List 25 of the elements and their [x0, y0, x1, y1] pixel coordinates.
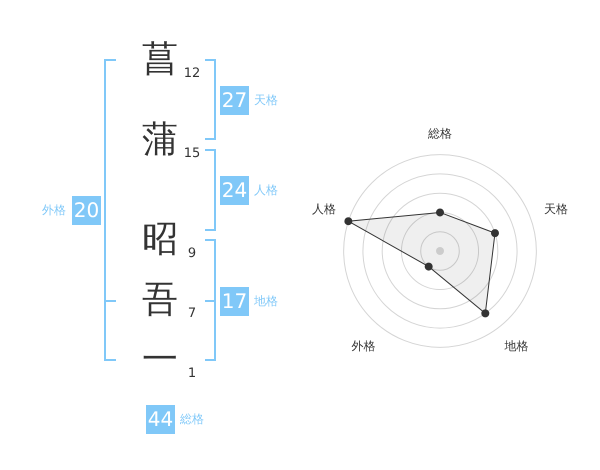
spoke-label: 総格 — [427, 126, 452, 141]
text: 17 — [220, 286, 249, 316]
spoke-label: 外格 — [352, 338, 376, 353]
text: 人格 — [254, 183, 278, 197]
category-label: 菖 — [141, 39, 179, 80]
text: 27 — [220, 86, 249, 114]
text: 24 — [220, 176, 249, 204]
category-label: 蒲 — [141, 119, 179, 160]
text: 地格 — [254, 294, 278, 308]
text: 44 — [146, 404, 175, 434]
category-label: 昭 — [141, 219, 179, 260]
data-label: 7 — [186, 306, 198, 321]
data-label: 1 — [186, 366, 198, 381]
text: 20 — [72, 196, 101, 224]
spoke-label: 地格 — [503, 338, 528, 353]
spoke-label: 人格 — [312, 202, 336, 216]
text: 天格 — [254, 93, 278, 107]
spoke-label: 天格 — [544, 202, 568, 216]
category-label: 一 — [141, 339, 179, 380]
text: 外格 — [41, 203, 66, 217]
data-label: 12 — [182, 66, 202, 81]
data-label: 9 — [186, 246, 198, 261]
data-label: 15 — [182, 146, 202, 161]
category-label: 吾 — [141, 279, 179, 320]
text: 総格 — [180, 412, 204, 426]
